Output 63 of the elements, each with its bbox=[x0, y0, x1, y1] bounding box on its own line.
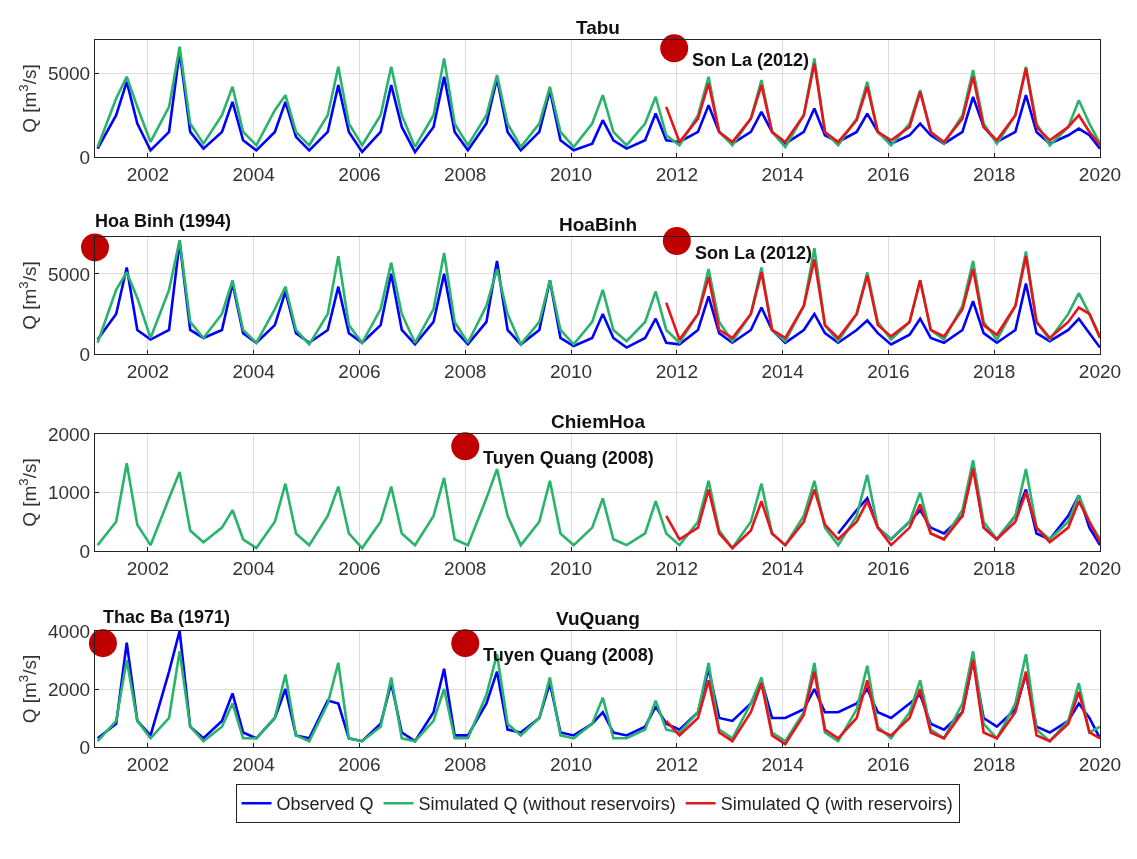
annotation: Tuyen Quang (2008) bbox=[483, 448, 654, 468]
x-tick-label: 2008 bbox=[444, 163, 487, 185]
x-tick-label: 2018 bbox=[973, 163, 1016, 185]
y-tick-label: 5000 bbox=[47, 263, 91, 285]
x-tick-label: 2014 bbox=[761, 360, 805, 382]
x-tick-label: 2012 bbox=[655, 360, 698, 382]
annotation: Thac Ba (1971) bbox=[103, 607, 231, 627]
chart-title: ChiemHoa bbox=[551, 411, 646, 432]
y-tick-label: 0 bbox=[79, 343, 91, 365]
x-tick-label: 2020 bbox=[1078, 557, 1122, 579]
legend-label: Simulated Q (without reservoirs) bbox=[418, 794, 676, 815]
y-tick-label: 5000 bbox=[47, 63, 91, 85]
x-tick-label: 2008 bbox=[444, 360, 487, 382]
x-tick-label: 2002 bbox=[126, 360, 170, 382]
y-tick-label: 2000 bbox=[47, 423, 91, 445]
x-tick-label: 2010 bbox=[549, 163, 593, 185]
x-tick-label: 2006 bbox=[338, 753, 381, 775]
x-tick-label: 2004 bbox=[232, 163, 276, 185]
annotation: Tuyen Quang (2008) bbox=[483, 645, 654, 665]
x-tick-label: 2014 bbox=[761, 163, 805, 185]
y-tick-label: 0 bbox=[79, 146, 91, 168]
x-tick-label: 2008 bbox=[444, 753, 487, 775]
annotation: Son La (2012) bbox=[692, 50, 810, 70]
x-tick-label: 2016 bbox=[867, 163, 910, 185]
x-tick-label: 2016 bbox=[867, 360, 910, 382]
annotation: Hoa Binh (1994) bbox=[95, 211, 232, 231]
x-tick-label: 2010 bbox=[549, 753, 593, 775]
x-tick-label: 2012 bbox=[655, 557, 698, 579]
x-tick-label: 2016 bbox=[867, 753, 910, 775]
y-tick-label: 0 bbox=[79, 540, 91, 562]
x-tick-label: 2002 bbox=[126, 557, 170, 579]
chart-title: HoaBinh bbox=[559, 214, 638, 235]
x-tick-label: 2006 bbox=[338, 163, 381, 185]
x-tick-label: 2002 bbox=[126, 753, 170, 775]
x-tick-label: 2014 bbox=[761, 557, 805, 579]
x-tick-label: 2010 bbox=[549, 557, 593, 579]
x-tick-label: 2006 bbox=[338, 557, 381, 579]
x-tick-label: 2020 bbox=[1078, 360, 1122, 382]
annotation: Son La (2012) bbox=[695, 243, 813, 263]
chart-title: VuQuang bbox=[556, 608, 640, 629]
legend-label: Observed Q bbox=[276, 794, 374, 815]
chart-title: Tabu bbox=[576, 17, 620, 38]
y-tick-label: 2000 bbox=[47, 678, 91, 700]
x-tick-label: 2012 bbox=[655, 163, 698, 185]
x-tick-label: 2008 bbox=[444, 557, 487, 579]
y-tick-label: 0 bbox=[79, 736, 91, 758]
x-tick-label: 2012 bbox=[655, 753, 698, 775]
legend-label: Simulated Q (with reservoirs) bbox=[720, 794, 953, 815]
x-tick-label: 2018 bbox=[973, 753, 1016, 775]
x-tick-label: 2018 bbox=[973, 360, 1016, 382]
x-tick-label: 2004 bbox=[232, 557, 276, 579]
y-tick-label: 1000 bbox=[47, 482, 91, 504]
x-tick-label: 2010 bbox=[549, 360, 593, 382]
x-tick-label: 2018 bbox=[973, 557, 1016, 579]
x-tick-label: 2016 bbox=[867, 557, 910, 579]
y-tick-label: 4000 bbox=[47, 620, 91, 642]
x-tick-label: 2004 bbox=[232, 753, 276, 775]
x-tick-label: 2002 bbox=[126, 163, 170, 185]
x-tick-label: 2014 bbox=[761, 753, 805, 775]
x-tick-label: 2006 bbox=[338, 360, 381, 382]
x-tick-label: 2004 bbox=[232, 360, 276, 382]
x-tick-label: 2020 bbox=[1078, 753, 1122, 775]
x-tick-label: 2020 bbox=[1078, 163, 1122, 185]
